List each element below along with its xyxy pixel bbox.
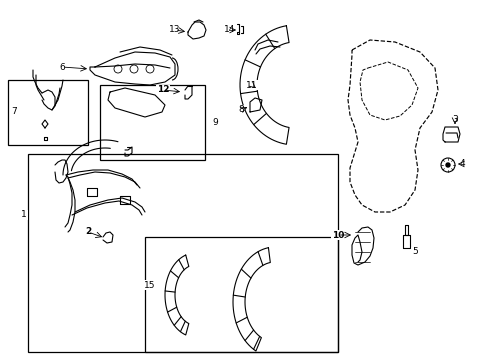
Text: 8: 8: [238, 105, 244, 114]
Circle shape: [445, 163, 449, 167]
Text: 14: 14: [224, 26, 235, 35]
Bar: [100, 85, 204, 160]
Bar: [145, 237, 337, 352]
Text: 2: 2: [85, 228, 91, 237]
Text: 1: 1: [21, 211, 27, 220]
Text: 12: 12: [157, 85, 169, 94]
Text: 3: 3: [451, 116, 457, 125]
Text: 15: 15: [144, 280, 156, 289]
Text: 13: 13: [169, 26, 181, 35]
Text: 6: 6: [59, 63, 65, 72]
Bar: [8, 80, 88, 145]
Text: 5: 5: [411, 248, 417, 256]
Text: 10: 10: [331, 230, 344, 239]
Bar: [28, 154, 337, 352]
Text: 9: 9: [212, 118, 218, 127]
Text: 11: 11: [246, 81, 257, 90]
Text: 4: 4: [458, 159, 464, 168]
Text: 7: 7: [11, 108, 17, 117]
